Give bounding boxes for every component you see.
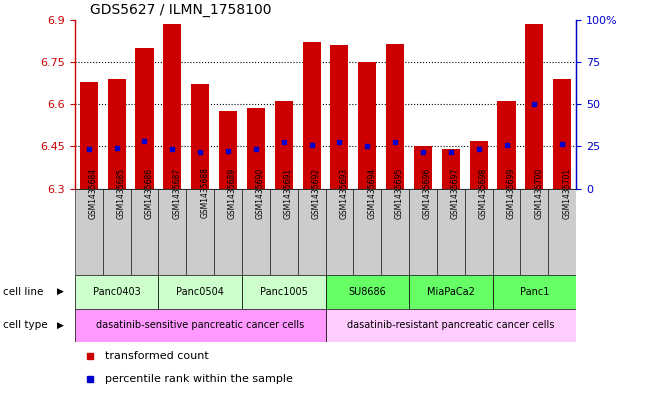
Text: transformed count: transformed count <box>105 351 209 361</box>
Bar <box>163 24 182 189</box>
Text: GSM1435691: GSM1435691 <box>284 167 293 219</box>
FancyBboxPatch shape <box>186 189 214 275</box>
FancyBboxPatch shape <box>75 275 158 309</box>
FancyBboxPatch shape <box>158 275 242 309</box>
Text: GSM1435694: GSM1435694 <box>367 167 376 219</box>
FancyBboxPatch shape <box>298 189 326 275</box>
Text: Panc1: Panc1 <box>519 287 549 297</box>
FancyBboxPatch shape <box>326 189 353 275</box>
FancyBboxPatch shape <box>103 189 131 275</box>
Text: GSM1435686: GSM1435686 <box>145 167 154 219</box>
Text: GSM1435690: GSM1435690 <box>256 167 265 219</box>
Text: GSM1435698: GSM1435698 <box>478 167 488 219</box>
FancyBboxPatch shape <box>493 189 520 275</box>
FancyBboxPatch shape <box>520 189 548 275</box>
Text: MiaPaCa2: MiaPaCa2 <box>427 287 475 297</box>
Text: dasatinib-resistant pancreatic cancer cells: dasatinib-resistant pancreatic cancer ce… <box>347 320 555 330</box>
Bar <box>414 147 432 189</box>
Text: cell line: cell line <box>3 287 44 297</box>
FancyBboxPatch shape <box>242 275 326 309</box>
FancyBboxPatch shape <box>214 189 242 275</box>
FancyBboxPatch shape <box>326 309 576 342</box>
Bar <box>107 79 126 189</box>
Bar <box>191 84 209 189</box>
FancyBboxPatch shape <box>381 189 409 275</box>
Bar <box>330 45 348 189</box>
Text: GSM1435700: GSM1435700 <box>534 167 544 219</box>
Text: GSM1435684: GSM1435684 <box>89 167 98 219</box>
FancyBboxPatch shape <box>326 275 409 309</box>
Text: GSM1435685: GSM1435685 <box>117 167 126 219</box>
Text: GSM1435693: GSM1435693 <box>339 167 348 219</box>
FancyBboxPatch shape <box>465 189 493 275</box>
FancyBboxPatch shape <box>409 275 493 309</box>
FancyBboxPatch shape <box>131 189 158 275</box>
FancyBboxPatch shape <box>409 189 437 275</box>
Bar <box>275 101 293 189</box>
Bar <box>386 44 404 189</box>
Bar <box>219 111 237 189</box>
Text: ▶: ▶ <box>57 287 64 296</box>
Text: SU8686: SU8686 <box>348 287 386 297</box>
Text: dasatinib-sensitive pancreatic cancer cells: dasatinib-sensitive pancreatic cancer ce… <box>96 320 304 330</box>
Text: GSM1435689: GSM1435689 <box>228 167 237 219</box>
Text: GSM1435695: GSM1435695 <box>395 167 404 219</box>
Bar <box>79 82 98 189</box>
FancyBboxPatch shape <box>353 189 381 275</box>
Text: ▶: ▶ <box>57 321 64 330</box>
FancyBboxPatch shape <box>270 189 298 275</box>
FancyBboxPatch shape <box>75 189 103 275</box>
Bar <box>358 62 376 189</box>
Text: GSM1435701: GSM1435701 <box>562 167 571 219</box>
Text: Panc0403: Panc0403 <box>92 287 141 297</box>
Text: GSM1435692: GSM1435692 <box>312 167 320 219</box>
FancyBboxPatch shape <box>242 189 270 275</box>
Bar <box>135 48 154 189</box>
Text: cell type: cell type <box>3 320 48 330</box>
Text: GDS5627 / ILMN_1758100: GDS5627 / ILMN_1758100 <box>90 3 271 17</box>
Bar <box>553 79 572 189</box>
Bar <box>525 24 544 189</box>
FancyBboxPatch shape <box>158 189 186 275</box>
FancyBboxPatch shape <box>493 275 576 309</box>
FancyBboxPatch shape <box>437 189 465 275</box>
Bar <box>247 108 265 189</box>
Bar <box>442 149 460 189</box>
FancyBboxPatch shape <box>548 189 576 275</box>
FancyBboxPatch shape <box>75 309 326 342</box>
Bar <box>497 101 516 189</box>
Text: Panc1005: Panc1005 <box>260 287 308 297</box>
Bar <box>303 42 321 189</box>
Text: percentile rank within the sample: percentile rank within the sample <box>105 374 293 384</box>
Text: Panc0504: Panc0504 <box>176 287 224 297</box>
Text: GSM1435696: GSM1435696 <box>423 167 432 219</box>
Text: GSM1435699: GSM1435699 <box>506 167 516 219</box>
Text: GSM1435697: GSM1435697 <box>450 167 460 219</box>
Text: GSM1435688: GSM1435688 <box>201 167 209 219</box>
Text: GSM1435687: GSM1435687 <box>173 167 182 219</box>
Bar <box>469 141 488 189</box>
